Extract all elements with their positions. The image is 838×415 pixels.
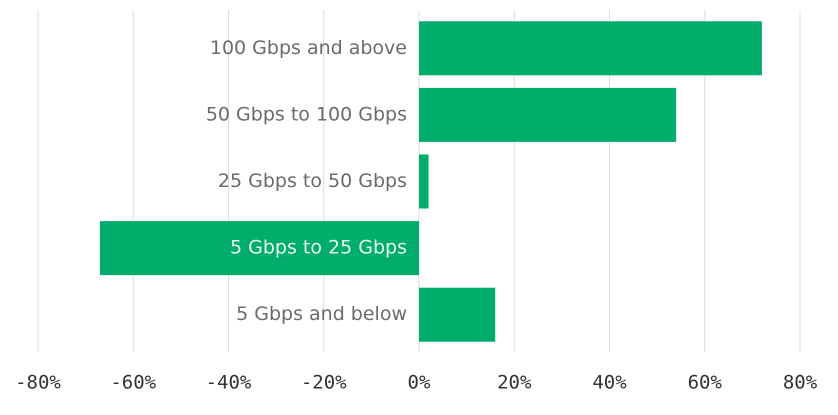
bar — [419, 21, 762, 76]
bar — [419, 287, 496, 342]
bar — [99, 221, 419, 276]
labels: -80% -60% -40% -20% 0% 20% 40% 60% 80% 100 Gbps a… — [15, 37, 818, 394]
x-tick-label: 40% — [592, 372, 627, 394]
x-tick-label: 20% — [497, 372, 532, 394]
category-label: 100 Gbps and above — [210, 37, 407, 59]
bar — [419, 87, 677, 142]
x-tick-label: -60% — [110, 372, 156, 394]
category-label: 25 Gbps to 50 Gbps — [218, 170, 407, 192]
category-label: 5 Gbps and below — [236, 303, 407, 325]
x-tick-label: 80% — [783, 372, 818, 394]
category-label: 5 Gbps to 25 Gbps — [230, 237, 407, 259]
category-label: 50 Gbps to 100 Gbps — [206, 103, 407, 125]
x-tick-label: 60% — [688, 372, 723, 394]
bar — [419, 154, 429, 209]
x-tick-label: 0% — [408, 372, 431, 394]
bars — [99, 21, 762, 342]
x-tick-label: -20% — [301, 372, 347, 394]
x-tick-label: -80% — [15, 372, 61, 394]
x-tick-label: -40% — [206, 372, 252, 394]
